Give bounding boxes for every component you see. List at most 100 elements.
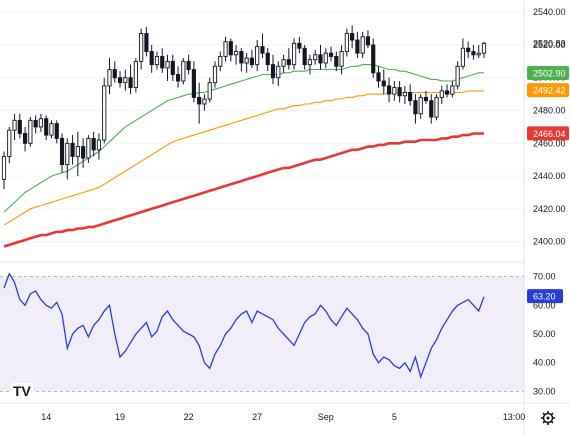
- candle-body: [434, 96, 439, 118]
- candle-body: [23, 133, 28, 144]
- candle-body: [355, 39, 360, 54]
- candles: [1, 25, 487, 190]
- candle-body: [386, 85, 392, 95]
- candle-body: [38, 118, 44, 128]
- price-tick-label: 2480.00: [533, 106, 566, 116]
- candle-body: [365, 36, 371, 46]
- candle-body: [218, 55, 223, 67]
- candle-body: [165, 60, 170, 69]
- price-tick-label: 2460.00: [533, 138, 566, 148]
- candle-body: [228, 41, 233, 56]
- candle-body: [466, 47, 471, 52]
- candle-body: [149, 51, 154, 66]
- candle-body: [481, 42, 487, 54]
- candle-body: [376, 72, 381, 82]
- oscillator-band: [0, 276, 524, 392]
- candle-body: [281, 59, 286, 67]
- candle-body: [476, 52, 481, 56]
- candle-body: [133, 60, 138, 89]
- candle-body: [413, 100, 418, 115]
- candle-body: [318, 54, 323, 64]
- candle-body: [128, 77, 133, 89]
- oscillator-tick-label: 60.00: [533, 300, 556, 310]
- candle-body: [286, 59, 291, 66]
- oscillator-tick-label: 70.00: [533, 272, 556, 282]
- price-badge: [527, 65, 569, 80]
- oscillator-badge-label: 63.20: [533, 292, 556, 302]
- price-badge-label: 2466.04: [533, 129, 566, 139]
- candle-body: [96, 139, 102, 151]
- oscillator-line: [3, 272, 485, 380]
- oscillator-tick-label: 40.00: [533, 358, 556, 368]
- candle-body: [191, 69, 196, 98]
- oscillator-axis: 70.00 60.00 50.00 40.00 30.00 63.20: [527, 272, 563, 396]
- price-tick-label: 2520.00: [533, 40, 566, 50]
- price-badges: 2502.90 2492.42 2466.04: [527, 65, 569, 141]
- oscillator-series: [3, 272, 485, 380]
- candle-body: [234, 51, 239, 56]
- candle-body: [371, 44, 376, 74]
- price-badge: [527, 126, 569, 141]
- candle-body: [75, 146, 80, 157]
- oscillator-tick-label: 30.00: [533, 386, 556, 396]
- candle-body: [350, 33, 355, 41]
- candle-body: [139, 33, 144, 62]
- candle-body: [239, 51, 244, 64]
- oscillator-tick-label: 50.00: [533, 329, 556, 339]
- candle-body: [91, 137, 96, 151]
- candle-body: [307, 59, 313, 66]
- candle-body: [7, 129, 12, 157]
- candle-body: [460, 47, 465, 67]
- candle-body: [276, 65, 281, 79]
- candle-body: [49, 123, 54, 136]
- candle-body: [59, 137, 65, 166]
- moving-average-line: [3, 132, 484, 248]
- candle-body: [202, 98, 207, 105]
- candle-body: [255, 46, 260, 66]
- price-tick-label: 2540.00: [533, 7, 566, 17]
- candle-body: [444, 90, 450, 95]
- candle-body: [107, 69, 112, 87]
- candle-body: [313, 54, 318, 61]
- candle-body: [418, 96, 423, 115]
- candle-body: [292, 42, 297, 66]
- candle-body: [212, 65, 218, 84]
- price-tick-label: 2420.00: [533, 204, 566, 214]
- candle-body: [408, 92, 413, 102]
- candle-body: [86, 137, 91, 159]
- candle-body: [144, 33, 149, 52]
- candle-body: [297, 42, 302, 49]
- candle-body: [429, 100, 434, 118]
- candle-body: [260, 46, 265, 54]
- candle-body: [112, 69, 117, 79]
- svg-text:TV: TV: [13, 383, 32, 399]
- candle-body: [339, 51, 344, 67]
- candle-body: [334, 55, 339, 67]
- candle-body: [181, 60, 186, 82]
- candle-body: [360, 36, 365, 54]
- candle-body: [123, 77, 128, 84]
- price-badge-label: 2502.90: [533, 68, 566, 78]
- candle-body: [392, 87, 397, 95]
- price-tick-label: 2400.00: [533, 237, 566, 247]
- candle-body: [402, 92, 407, 97]
- candle-body: [197, 96, 202, 105]
- candle-body: [170, 60, 175, 75]
- candle-body: [423, 96, 429, 102]
- price-badge: [527, 83, 569, 98]
- candle-body: [328, 52, 334, 57]
- candle-body: [186, 60, 191, 70]
- time-tick-label: 19: [115, 412, 125, 422]
- candle-body: [17, 119, 22, 134]
- oscillator-band-fill: [0, 276, 524, 392]
- last-price-label: 2520.83: [533, 39, 566, 49]
- gear-icon[interactable]: [541, 411, 555, 425]
- candle-body: [471, 51, 476, 56]
- candle-body: [450, 85, 455, 95]
- candle-body: [270, 64, 276, 79]
- candle-body: [439, 90, 444, 98]
- tradingview-logo-icon[interactable]: TV: [11, 383, 33, 399]
- candle-body: [175, 74, 181, 82]
